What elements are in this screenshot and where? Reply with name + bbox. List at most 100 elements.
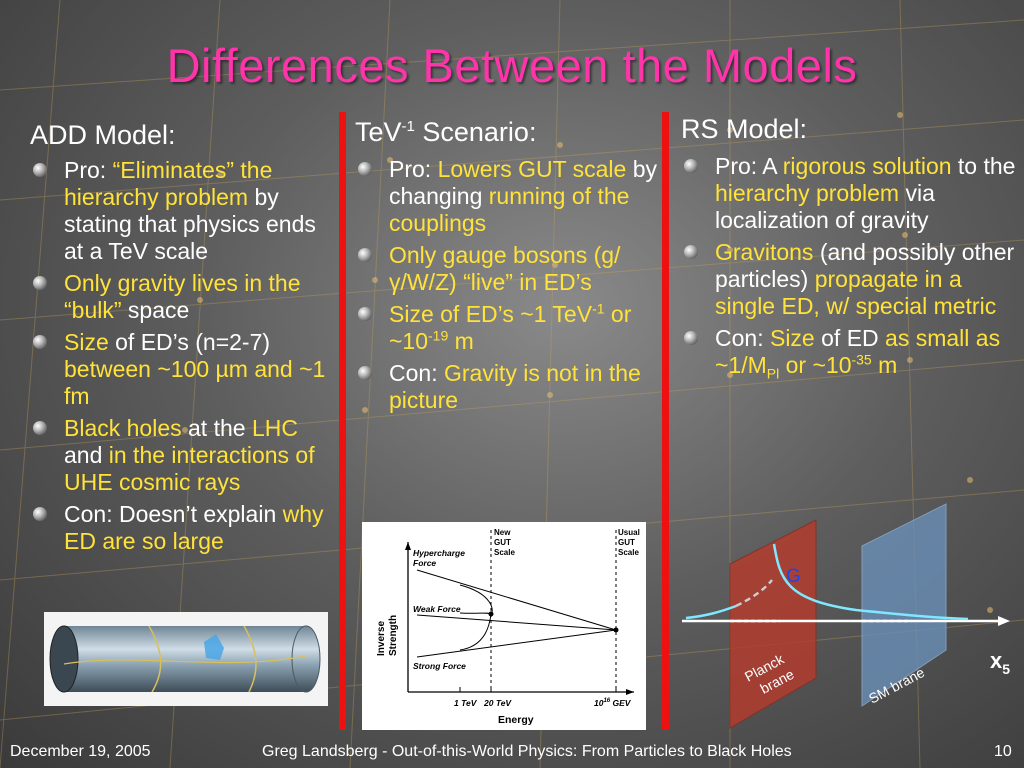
hypercharge-line (416, 569, 617, 631)
list-item: Only gauge bosons (g/γ/W/Z) “live” in ED… (355, 242, 661, 296)
bullet-text: and (64, 442, 109, 468)
list-item: Only gravity lives in the “bulk” space (30, 270, 335, 324)
bullet-icon (684, 245, 698, 259)
usual-unification-point (613, 627, 619, 633)
column-divider-right (662, 112, 669, 730)
list-item: Pro: A rigorous solution to the hierarch… (681, 153, 1016, 234)
bullet-text: via localization of gravity (715, 180, 935, 233)
bullet-text: of ED’s (n=2-7) (108, 329, 271, 355)
bullet-icon (358, 366, 372, 380)
list-item: Size of ED’s ~1 TeV-1 or ~10-19 m (355, 301, 661, 355)
add-model-column: ADD Model: Pro: “Eliminates” the hierarc… (30, 120, 335, 560)
bullet-icon (33, 421, 47, 435)
x-tick-label-3-base: 10 (594, 698, 604, 708)
highlight-text: Only gravity lives in the “bulk” (64, 270, 301, 323)
graviton-profile-hidden (735, 579, 773, 608)
add-model-heading: ADD Model: (30, 120, 176, 150)
highlight-text: Gravitons (715, 239, 814, 265)
footer-title: Greg Landsberg - Out-of-this-World Physi… (262, 743, 792, 760)
rs-model-column: RS Model: Pro: A rigorous solution to th… (681, 114, 1016, 384)
bullet-icon (358, 248, 372, 262)
bullet-icon (684, 331, 698, 345)
x-tick-label-3-unit: GEV (610, 698, 632, 708)
graviton-profile-curve (772, 543, 969, 621)
rs-model-heading: RS Model: (681, 114, 808, 144)
new-gut-label-3: Scale (494, 548, 515, 557)
highlight-text: Size (64, 329, 109, 355)
bullet-icon (33, 507, 47, 521)
highlight-text: Lowers GUT scale (437, 156, 627, 182)
highlight-text: Only gauge bosons (g/γ/W/Z) “live” in ED… (389, 242, 621, 295)
x5-label: x5 (990, 648, 1010, 677)
heading-text: TeV (355, 117, 402, 147)
rs-bullet-list: Pro: A rigorous solution to the hierarch… (681, 153, 1016, 382)
graviton-profile-left (685, 604, 737, 620)
usual-gut-label-1: Usual (618, 528, 640, 537)
x-tick-label-1: 1 TeV (454, 698, 478, 708)
list-item: Pro: Lowers GUT scale by changing runnin… (355, 156, 661, 237)
weak-line (416, 614, 617, 631)
strong-line (416, 629, 617, 658)
diagram-background (362, 522, 646, 730)
bullet-icon (33, 335, 47, 349)
highlight-text: or ~10 (389, 301, 632, 354)
highlight-text: hierarchy problem (715, 180, 900, 206)
x-tick-label-3: 1016 GEV (594, 698, 632, 708)
highlight-text: as small as ~1/M (715, 325, 1001, 378)
bullet-icon (33, 163, 47, 177)
highlight-text: propagate in a single ED, w/ special met… (715, 266, 997, 319)
bullet-icon (33, 276, 47, 290)
y-axis-label-1: Inverse (376, 621, 387, 656)
heading-superscript: -1 (401, 118, 415, 135)
sm-brane (861, 503, 947, 707)
highlight-text: Black holes (64, 415, 182, 441)
highlight-text: “Eliminates” the hierarchy problem (64, 157, 273, 210)
x5-label-sub: 5 (1002, 661, 1010, 677)
hypercharge-label-1: Hypercharge (413, 548, 465, 558)
bullet-icon (358, 162, 372, 176)
list-item: Black holes at the LHC and in the intera… (30, 415, 335, 496)
hypercharge-label-2: Force (413, 558, 436, 568)
list-item: Pro: “Eliminates” the hierarchy problem … (30, 157, 335, 265)
list-item: Gravitons (and possibly other particles)… (681, 239, 1016, 320)
bullet-text: at the (181, 415, 252, 441)
bullet-text: Con: Doesn’t explain (64, 501, 283, 527)
new-unification-point (488, 611, 494, 617)
highlight-superscript: -1 (592, 300, 605, 317)
extra-dimension-cylinder-image (44, 612, 328, 706)
highlight-text: why ED are so large (64, 501, 324, 554)
usual-gut-label-2: GUT (618, 538, 635, 547)
tev-scenario-column: TeV-1 Scenario: Pro: Lowers GUT scale by… (355, 117, 661, 419)
highlight-text: rigorous solution (782, 153, 952, 179)
slide-title: Differences Between the Models (166, 39, 858, 92)
bullet-text: by changing (389, 156, 658, 209)
bullet-text: Pro: (389, 156, 438, 182)
bullet-text: of ED (814, 325, 886, 351)
bullet-text: Con: (715, 325, 770, 351)
tev-bullet-list: Pro: Lowers GUT scale by changing runnin… (355, 156, 661, 414)
highlight-text: Gravity is not in the picture (389, 360, 641, 413)
highlight-text: LHC (251, 415, 298, 441)
highlight-text: m (448, 328, 474, 354)
highlight-subscript: Pl (766, 365, 780, 382)
bullet-icon (358, 307, 372, 321)
add-bullet-list: Pro: “Eliminates” the hierarchy problem … (30, 157, 335, 555)
list-item: Con: Doesn’t explain why ED are so large (30, 501, 335, 555)
tev-scenario-heading: TeV-1 Scenario: (355, 117, 661, 148)
y-axis-label-2: Strength (388, 615, 399, 656)
brane-diagram: G Planck brane SM brane x5 (682, 503, 1010, 729)
bullet-text: Pro: (64, 157, 113, 183)
weak-force-label: Weak Force (413, 604, 461, 614)
x-axis-label: Energy (498, 714, 534, 726)
list-item: Con: Size of ED as small as ~1/MPl or ~1… (681, 325, 1016, 382)
page-number: 10 (994, 743, 1012, 760)
list-item: Size of ED’s (n=2-7) between ~100 µm and… (30, 329, 335, 410)
graviton-label: G (786, 566, 801, 587)
list-item: Con: Gravity is not in the picture (355, 360, 661, 414)
highlight-text: Size (769, 325, 815, 351)
bullet-icon (684, 159, 698, 173)
highlight-text: or ~10 (779, 352, 852, 378)
highlight-text: running of the couplings (389, 183, 630, 236)
bullet-text: space (121, 297, 190, 323)
highlight-text: in the interactions of UHE cosmic rays (64, 442, 315, 495)
